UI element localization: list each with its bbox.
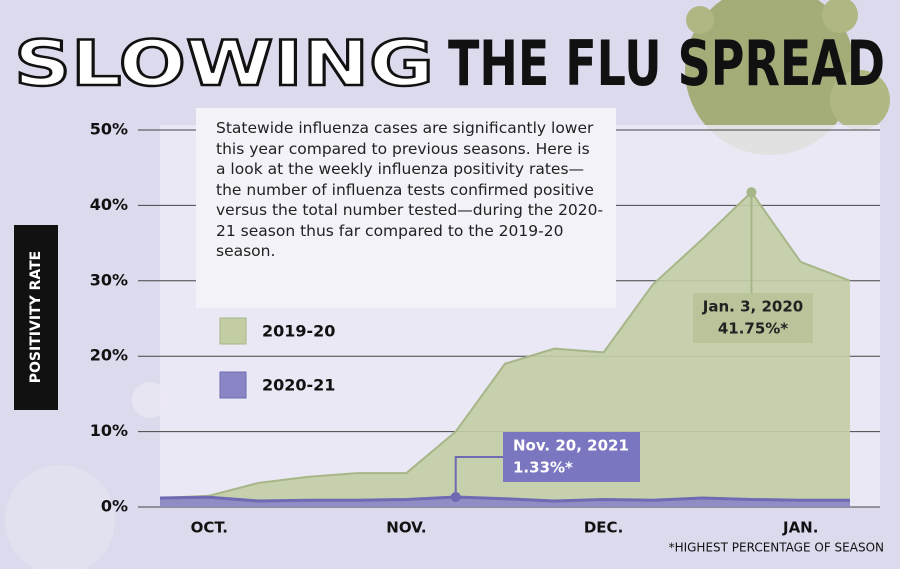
annotation-box bbox=[503, 432, 640, 482]
line bbox=[159, 495, 850, 503]
y-tick-label: 50% bbox=[90, 120, 128, 139]
annotation-text: 41.75%* bbox=[718, 320, 788, 338]
peak-point bbox=[450, 491, 461, 502]
legend-label: 2019-20 bbox=[262, 322, 335, 341]
peak-point bbox=[746, 187, 757, 198]
area bbox=[160, 192, 850, 507]
description: Statewide influenza cases are significan… bbox=[196, 108, 616, 308]
chart-title: SLOWING bbox=[14, 27, 434, 100]
legend-label: 2020-21 bbox=[262, 376, 335, 395]
annotation-text: 1.33%* bbox=[513, 459, 573, 477]
x-tick-label: OCT. bbox=[191, 519, 228, 537]
annotation-text: Jan. 3, 2020 bbox=[702, 298, 803, 316]
virus-decoration bbox=[5, 0, 890, 569]
y-tick-label: 10% bbox=[90, 421, 128, 440]
y-tick-label: 0% bbox=[101, 497, 128, 516]
x-tick-label: DEC. bbox=[584, 519, 623, 537]
chart-title: THE FLU SPREAD bbox=[448, 27, 885, 100]
y-tick-label: 20% bbox=[90, 346, 128, 365]
legend-swatch bbox=[219, 371, 247, 399]
x-tick-label: NOV. bbox=[386, 519, 426, 537]
y-axis-label: POSITIVITY RATE bbox=[28, 251, 44, 383]
legend-swatch bbox=[219, 317, 247, 345]
annotation-text: Nov. 20, 2021 bbox=[513, 437, 629, 455]
line bbox=[159, 190, 851, 499]
y-tick-label: 30% bbox=[90, 270, 128, 289]
y-label-box bbox=[14, 225, 58, 410]
annotation-connector bbox=[454, 456, 503, 497]
annotation-box bbox=[693, 293, 813, 343]
y-tick-label: 40% bbox=[90, 195, 128, 214]
x-tick-label: JAN. bbox=[782, 519, 818, 537]
footnote: *HIGHEST PERCENTAGE OF SEASON bbox=[669, 541, 884, 555]
